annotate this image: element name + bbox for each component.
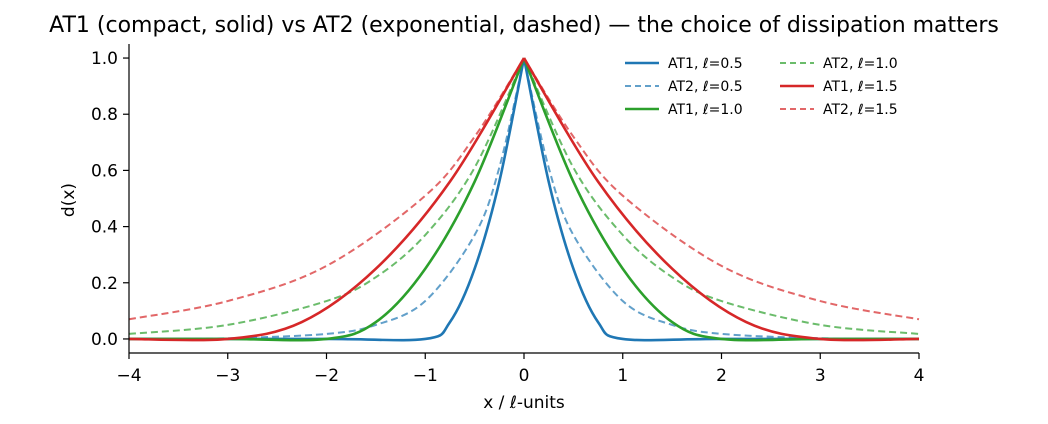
x-tick-label: −2	[314, 366, 339, 386]
series-line	[128, 57, 920, 335]
x-tick-label: 3	[815, 366, 826, 386]
legend-label: AT2, ℓ=0.5	[668, 79, 743, 95]
y-axis-label: d(x)	[59, 183, 79, 217]
plot-area: −4 −3 −2 −1 0 1 2 3 4 0.0 0.2 0.4 0.6 0.8 1.0	[91, 44, 924, 386]
y-tick-label: 0.8	[91, 105, 118, 125]
x-axis-label: x / ℓ-units	[483, 393, 565, 413]
x-tick-label: 1	[617, 366, 628, 386]
series-line	[128, 57, 919, 342]
y-tick-label: 0.6	[91, 161, 118, 181]
x-tick-label: −4	[116, 366, 141, 386]
x-tick-label: 4	[914, 366, 925, 386]
legend: AT1, ℓ=0.5 AT2, ℓ=0.5 AT1, ℓ=1.0 AT2, ℓ=1.0…	[625, 56, 898, 118]
y-tick-label: 0.4	[91, 218, 118, 238]
x-tick-label: 2	[716, 366, 727, 386]
series-line	[128, 57, 920, 340]
series-lines	[128, 57, 920, 342]
series-line	[128, 57, 920, 321]
x-tick-label: −1	[413, 366, 438, 386]
y-ticks: 0.0 0.2 0.4 0.6 0.8 1.0	[91, 49, 129, 350]
legend-label: AT2, ℓ=1.0	[823, 56, 898, 72]
x-tick-label: −3	[215, 366, 240, 386]
legend-label: AT1, ℓ=1.5	[823, 79, 898, 95]
legend-label: AT1, ℓ=1.0	[668, 102, 743, 118]
y-tick-label: 1.0	[91, 49, 118, 69]
y-tick-label: 0.2	[91, 274, 118, 294]
y-tick-label: 0.0	[91, 330, 118, 350]
x-ticks: −4 −3 −2 −1 0 1 2 3 4	[116, 353, 924, 386]
legend-label: AT2, ℓ=1.5	[823, 102, 898, 118]
series-line	[128, 57, 919, 342]
legend-label: AT1, ℓ=0.5	[668, 56, 743, 72]
x-tick-label: 0	[519, 366, 530, 386]
series-line	[128, 57, 920, 342]
chart-title: AT1 (compact, solid) vs AT2 (exponential…	[49, 13, 999, 38]
